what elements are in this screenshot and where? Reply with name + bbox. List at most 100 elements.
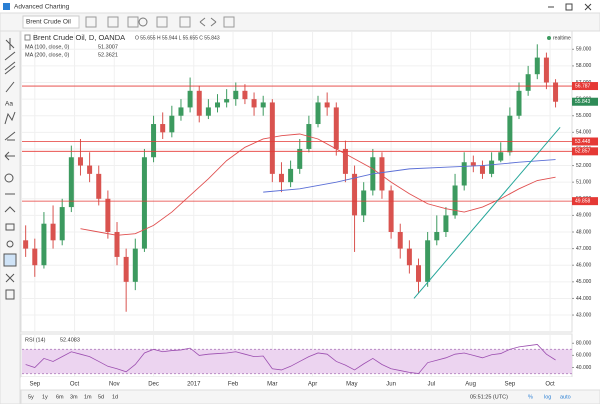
trash-tool[interactable] (5, 289, 15, 300)
pattern-tool[interactable] (4, 111, 16, 125)
level-tag (572, 82, 598, 91)
range-button[interactable]: 5y (28, 394, 34, 400)
redo-button[interactable] (210, 17, 217, 27)
range-button[interactable]: 1y (42, 394, 48, 400)
status-dot (547, 36, 551, 40)
text-tool-icon[interactable]: Aa (5, 101, 13, 108)
indicators-button[interactable] (156, 16, 168, 28)
candle-body (187, 90, 193, 108)
y-tick-label: 54.000 (576, 130, 592, 136)
close-button[interactable] (584, 3, 592, 11)
fib-tool[interactable] (4, 61, 16, 75)
candle-body (352, 173, 358, 216)
drawing-tools (0, 30, 21, 404)
remove-tool[interactable] (5, 273, 15, 283)
rsi-line (25, 344, 556, 375)
candle-body (434, 232, 440, 241)
fullscreen-button[interactable] (223, 16, 235, 28)
range-button[interactable]: 3m (70, 394, 78, 400)
footer-bar (20, 389, 600, 404)
x-tick-label: Aug (465, 382, 476, 388)
brush-tool[interactable] (5, 81, 15, 93)
title-bar (0, 0, 600, 13)
candle-body (123, 256, 129, 282)
ma-legend-value: 52.3621 (98, 52, 118, 58)
candle-body (96, 173, 102, 199)
candle-body (41, 223, 47, 266)
candle-body (215, 102, 221, 108)
legend-toggle[interactable] (24, 34, 31, 41)
range-button[interactable]: 1d (112, 394, 118, 400)
style-button[interactable] (127, 16, 139, 28)
candle-body (224, 99, 230, 103)
y-tick-label: 58.000 (576, 63, 592, 69)
settings-button[interactable] (138, 17, 148, 27)
y-tick-label: 60.000 (576, 353, 592, 359)
level-label: 49.858 (575, 198, 591, 204)
ma-legend-name: MA (200, close, 0) (25, 52, 69, 58)
hide-tool[interactable] (6, 240, 14, 248)
status-text: realtime (553, 35, 571, 41)
scale-option[interactable]: auto (560, 394, 571, 400)
moving-average (263, 159, 556, 193)
candle-body (205, 107, 211, 116)
candle-body (315, 102, 321, 125)
candle-body (498, 152, 504, 161)
candle-body (151, 124, 157, 158)
candle-body (525, 74, 531, 91)
arrow-tool[interactable] (4, 151, 15, 161)
candle-body (59, 207, 65, 241)
candle-body (333, 107, 339, 149)
magnet-tool[interactable] (4, 206, 16, 213)
rsi-title: RSI (14) (25, 337, 46, 343)
x-tick-label: Jul (427, 382, 435, 388)
candle-body (461, 162, 467, 186)
y-tick-label: 80.000 (576, 341, 592, 347)
candle-body (87, 165, 93, 174)
candle-body (379, 157, 385, 191)
x-tick-label: Apr (308, 382, 317, 388)
level-tag (572, 137, 598, 146)
lock-tool[interactable] (5, 223, 15, 231)
candle-body (260, 102, 266, 108)
zoom-tool[interactable] (4, 173, 14, 183)
range-button[interactable]: 1m (84, 394, 92, 400)
candle-body (196, 90, 202, 116)
level-tag (572, 197, 598, 206)
candle-body (169, 115, 175, 133)
undo-button[interactable] (199, 17, 206, 27)
x-tick-label: Sep (29, 382, 40, 388)
candle-body (543, 57, 549, 83)
x-tick-label: Sep (505, 382, 516, 388)
trendline-tool[interactable] (4, 51, 16, 61)
level-label: 56.787 (575, 83, 591, 89)
candle-body (160, 124, 166, 133)
candle-body (114, 232, 120, 257)
x-tick-label: Jun (386, 382, 396, 388)
range-button[interactable]: 6m (56, 394, 64, 400)
link-tool[interactable] (3, 253, 17, 267)
prediction-tool[interactable] (4, 131, 16, 141)
scale-option[interactable]: log (544, 394, 551, 400)
candle-body (141, 157, 147, 249)
toolbar (0, 12, 600, 32)
scale-option[interactable]: % (528, 394, 533, 400)
symbol-input[interactable] (22, 15, 80, 29)
y-tick-label: 44.000 (576, 296, 592, 302)
candle-body (388, 190, 394, 232)
price-pane (20, 30, 573, 333)
last-price-label: 55.843 (575, 99, 591, 105)
candle-body (50, 223, 56, 241)
candle-body (479, 165, 485, 174)
candle-body (68, 157, 74, 208)
crosshair-tool[interactable] (5, 38, 15, 50)
range-button[interactable]: 5d (98, 394, 104, 400)
candle-body (242, 90, 248, 100)
ma-legend-value: 51.3007 (98, 44, 118, 50)
y-tick-label: 43.000 (576, 312, 592, 318)
candle-body (77, 157, 83, 166)
interval-button[interactable] (107, 16, 119, 28)
camera-button[interactable] (179, 16, 191, 28)
maximize-button[interactable] (565, 3, 573, 11)
compare-button[interactable] (85, 16, 97, 28)
